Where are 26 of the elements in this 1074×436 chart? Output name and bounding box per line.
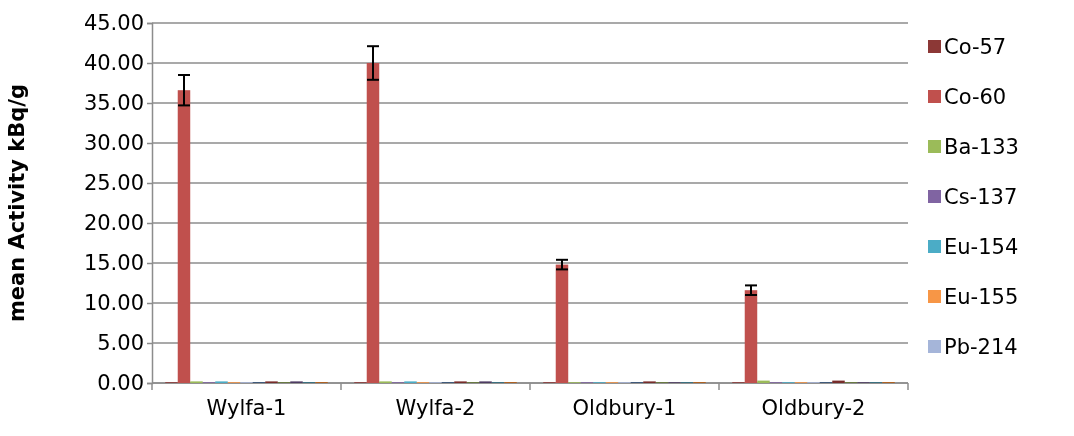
y-tick-label: 5.00 <box>97 331 144 356</box>
legend-label: Ba-133 <box>944 135 1019 159</box>
bar <box>366 63 380 383</box>
legend-label: Eu-154 <box>944 235 1019 259</box>
legend-label: Co-57 <box>944 35 1007 59</box>
x-tick-label: Oldbury-2 <box>761 396 866 420</box>
y-tick-label: 45.00 <box>83 11 144 36</box>
legend-label: Cs-137 <box>944 185 1018 209</box>
bar <box>177 90 191 383</box>
legend-label: Pb-214 <box>944 335 1018 359</box>
y-tick-label: 25.00 <box>83 171 144 196</box>
x-tick-label: Wylfa-2 <box>395 396 476 420</box>
y-tick-label: 10.00 <box>83 291 144 316</box>
y-tick-label: 40.00 <box>83 51 144 76</box>
legend-label: Co-60 <box>944 85 1007 109</box>
y-tick-label: 0.00 <box>97 371 144 396</box>
y-tick-label: 30.00 <box>83 131 144 156</box>
legend-label: Eu-155 <box>944 285 1019 309</box>
x-tick-label: Wylfa-1 <box>206 396 287 420</box>
y-axis-title: mean Activity kBq/g <box>5 83 29 323</box>
y-tick-label: 35.00 <box>83 91 144 116</box>
bar <box>555 264 569 383</box>
y-tick-label: 15.00 <box>83 251 144 276</box>
y-tick-label: 20.00 <box>83 211 144 236</box>
x-tick-label: Oldbury-1 <box>572 396 677 420</box>
bar <box>744 290 758 383</box>
